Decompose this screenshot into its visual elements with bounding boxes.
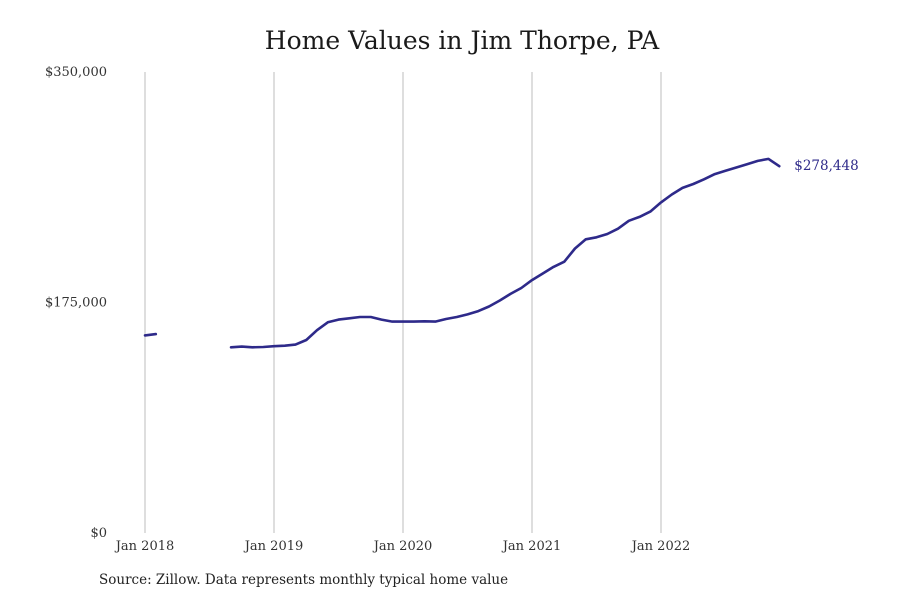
series-line	[229, 157, 781, 349]
x-tick-label: Jan 2021	[501, 539, 562, 554]
source-note: Source: Zillow. Data represents monthly …	[99, 572, 509, 588]
x-tick-label: Jan 2022	[630, 539, 691, 554]
series-line	[143, 332, 158, 337]
x-tick-label: Jan 2018	[114, 539, 175, 554]
x-tick-label: Jan 2020	[372, 539, 433, 554]
end-value-label: $278,448	[794, 158, 858, 174]
chart-title: Home Values in Jim Thorpe, PA	[264, 26, 660, 55]
y-tick-label: $175,000	[45, 296, 107, 311]
y-tick-label: $350,000	[45, 65, 107, 80]
y-tick-label: $0	[90, 526, 107, 541]
x-tick-label: Jan 2019	[243, 539, 304, 554]
